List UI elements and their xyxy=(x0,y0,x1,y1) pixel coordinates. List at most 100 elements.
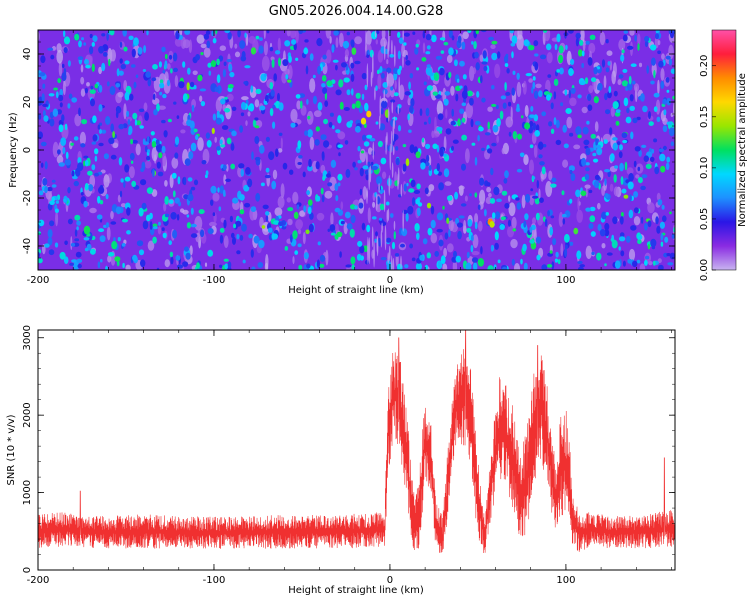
heatmap-cell xyxy=(649,156,655,162)
heatmap-cell xyxy=(106,32,109,41)
heatmap-cell xyxy=(397,173,399,190)
heatmap-cell xyxy=(670,112,674,117)
heatmap-cell xyxy=(504,63,509,67)
heatmap-cell xyxy=(442,263,448,270)
heatmap-cell xyxy=(379,66,383,73)
heatmap-cell xyxy=(98,122,103,126)
heatmap-cell xyxy=(544,30,551,42)
heatmap-cell xyxy=(366,224,371,233)
heatmap-cell xyxy=(67,218,73,225)
heatmap-cell xyxy=(39,72,46,77)
heatmap-cell xyxy=(569,198,573,204)
heatmap-cell xyxy=(350,73,355,82)
heatmap-cell xyxy=(434,116,437,132)
heatmap-cell xyxy=(536,179,539,189)
heatmap-y-axis-label: Frequency (Hz) xyxy=(8,112,19,188)
heatmap-cell xyxy=(140,167,145,172)
heatmap-cell xyxy=(372,53,374,79)
heatmap-cell xyxy=(49,118,55,127)
heatmap-cell xyxy=(670,68,675,74)
heatmap-cell xyxy=(258,239,265,249)
heatmap-cell xyxy=(357,160,362,164)
heatmap-cell xyxy=(380,108,384,115)
heatmap-cell xyxy=(190,186,196,191)
heatmap-cell xyxy=(627,45,634,50)
heatmap-cell xyxy=(349,228,355,238)
figure-title: GN05.2026.004.14.00.G28 xyxy=(269,4,444,19)
heatmap-cell xyxy=(98,66,102,75)
heatmap-cell xyxy=(200,101,206,107)
heatmap-cell xyxy=(529,144,534,149)
heatmap-cell xyxy=(365,30,372,46)
heatmap-y-tick-label: 0 xyxy=(22,147,33,153)
heatmap-cell xyxy=(193,128,198,133)
heatmap-cell xyxy=(416,67,420,71)
heatmap-cell xyxy=(240,112,245,117)
heatmap-cell xyxy=(579,80,586,86)
heatmap-cell xyxy=(103,153,109,160)
heatmap-cell xyxy=(383,189,386,213)
heatmap-cell xyxy=(49,200,55,205)
heatmap-cell xyxy=(243,81,247,85)
heatmap-cell xyxy=(216,74,221,84)
heatmap-cell xyxy=(254,156,261,161)
heatmap-cell xyxy=(494,231,499,241)
heatmap-cell xyxy=(539,197,544,203)
heatmap-cell xyxy=(281,72,287,84)
heatmap-cell xyxy=(490,244,494,252)
heatmap-cell xyxy=(364,102,369,112)
heatmap-cell xyxy=(618,236,626,242)
heatmap-cell xyxy=(405,54,409,61)
heatmap-cell xyxy=(467,218,473,227)
heatmap-cell xyxy=(634,34,637,42)
heatmap-cell xyxy=(117,91,124,98)
snr-y-tick-label: 2000 xyxy=(22,402,33,427)
heatmap-cell xyxy=(168,199,174,204)
heatmap-cell xyxy=(382,82,389,88)
heatmap-cell xyxy=(402,54,404,68)
heatmap-cell xyxy=(195,134,199,140)
heatmap-cell xyxy=(633,160,637,168)
heatmap-cell xyxy=(117,237,121,242)
heatmap-cell xyxy=(380,157,387,165)
heatmap-cell xyxy=(666,156,671,163)
heatmap-cell xyxy=(125,264,131,270)
heatmap-cell xyxy=(55,200,59,204)
heatmap-cell xyxy=(57,149,61,155)
heatmap-cell xyxy=(426,45,431,50)
heatmap-cell xyxy=(115,206,122,215)
heatmap-cell xyxy=(105,193,109,200)
heatmap-cell xyxy=(210,185,217,194)
heatmap-cell xyxy=(316,195,321,202)
heatmap-cell xyxy=(392,146,395,156)
colorbar-tick-label: 0.00 xyxy=(699,259,710,281)
heatmap-cell xyxy=(647,202,655,214)
heatmap-cell xyxy=(634,146,641,152)
heatmap-cell xyxy=(152,168,155,178)
heatmap-cell xyxy=(77,162,84,172)
heatmap-cell xyxy=(192,70,198,76)
heatmap-cell xyxy=(662,98,667,105)
heatmap-cell xyxy=(205,170,209,176)
heatmap-cell xyxy=(83,155,89,159)
heatmap-cell xyxy=(556,69,560,73)
heatmap-cell xyxy=(275,148,279,157)
heatmap-cell xyxy=(565,244,568,250)
heatmap-cell xyxy=(344,49,349,58)
heatmap-cell xyxy=(542,144,547,148)
heatmap-cell xyxy=(134,119,138,126)
heatmap-cell xyxy=(222,164,227,171)
heatmap-cell xyxy=(443,247,447,258)
heatmap-cell xyxy=(195,54,201,61)
heatmap-cell xyxy=(218,55,224,62)
heatmap-cell xyxy=(354,205,358,210)
heatmap-cell xyxy=(379,95,382,119)
heatmap-cell xyxy=(307,206,312,215)
heatmap-cell xyxy=(576,209,583,223)
heatmap-cell xyxy=(474,120,481,126)
heatmap-cell xyxy=(207,228,214,235)
heatmap-cell xyxy=(68,93,73,100)
heatmap-cell xyxy=(400,183,403,197)
heatmap-cell xyxy=(398,194,402,198)
heatmap-cell xyxy=(564,248,568,257)
